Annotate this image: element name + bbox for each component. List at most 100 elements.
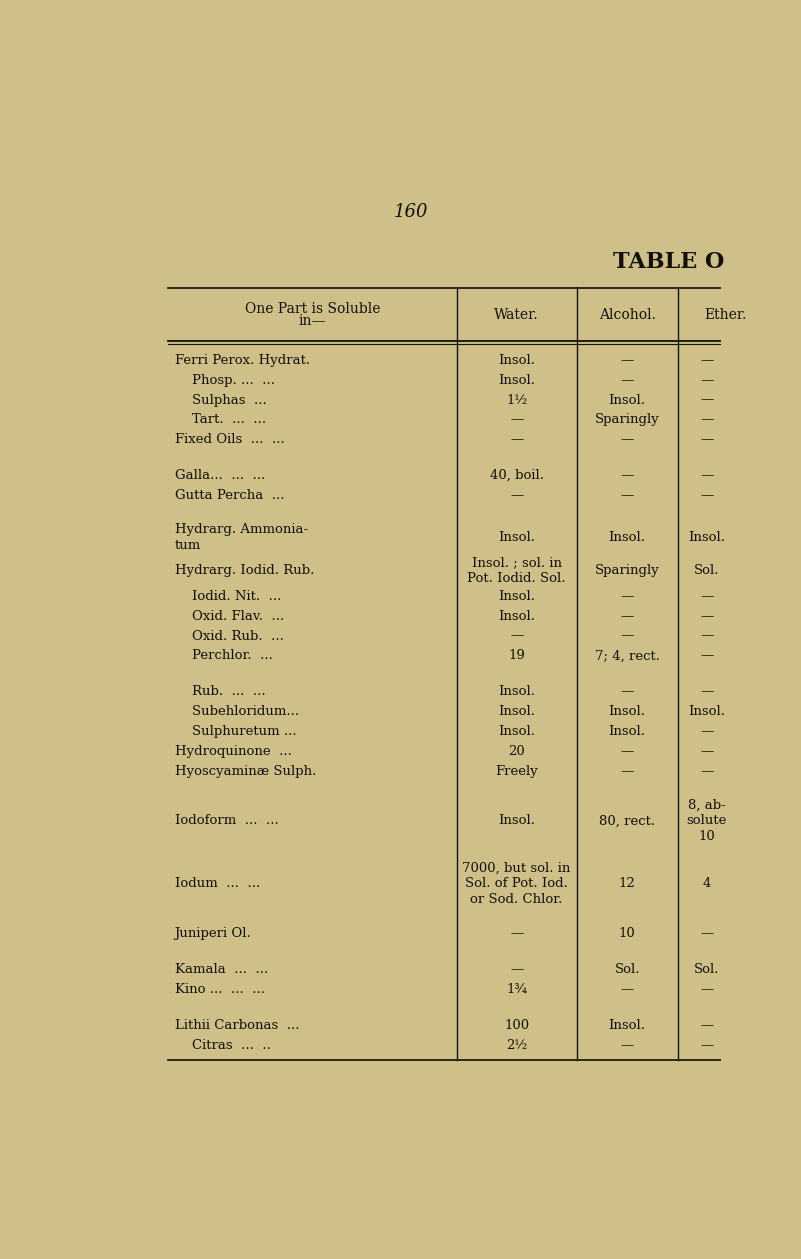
Text: Sol.: Sol. xyxy=(614,963,640,976)
Text: Lithii Carbonas  ...: Lithii Carbonas ... xyxy=(175,1019,299,1032)
Text: —: — xyxy=(621,609,634,623)
Text: Hydrarg. Ammonia-
tum: Hydrarg. Ammonia- tum xyxy=(175,524,308,553)
Text: —: — xyxy=(700,394,713,407)
Text: 1¾: 1¾ xyxy=(506,983,527,996)
Text: Insol.: Insol. xyxy=(609,531,646,544)
Text: —: — xyxy=(700,1019,713,1032)
Text: —: — xyxy=(700,590,713,603)
Text: Tart.  ...  ...: Tart. ... ... xyxy=(175,413,266,427)
Text: —: — xyxy=(700,354,713,366)
Text: Sulphuretum ...: Sulphuretum ... xyxy=(175,725,296,738)
Text: Subehloridum...: Subehloridum... xyxy=(175,705,299,719)
Text: —: — xyxy=(700,764,713,778)
Text: 7; 4, rect.: 7; 4, rect. xyxy=(594,650,660,662)
Text: Sparingly: Sparingly xyxy=(595,413,659,427)
Text: Kamala  ...  ...: Kamala ... ... xyxy=(175,963,268,976)
Text: Insol. ; sol. in
Pot. Iodid. Sol.: Insol. ; sol. in Pot. Iodid. Sol. xyxy=(468,555,566,585)
Text: Insol.: Insol. xyxy=(688,705,725,719)
Text: —: — xyxy=(700,374,713,387)
Text: Freely: Freely xyxy=(495,764,538,778)
Text: Insol.: Insol. xyxy=(498,590,535,603)
Text: Alcohol.: Alcohol. xyxy=(598,308,655,322)
Text: 40, boil.: 40, boil. xyxy=(489,470,544,482)
Text: Perchlor.  ...: Perchlor. ... xyxy=(175,650,272,662)
Text: Sol.: Sol. xyxy=(694,963,719,976)
Text: —: — xyxy=(621,983,634,996)
Text: Insol.: Insol. xyxy=(498,374,535,387)
Text: —: — xyxy=(621,374,634,387)
Text: 160: 160 xyxy=(393,204,429,222)
Text: —: — xyxy=(510,413,523,427)
Text: —: — xyxy=(700,650,713,662)
Text: 4: 4 xyxy=(702,878,710,890)
Text: Ether.: Ether. xyxy=(705,308,747,322)
Text: —: — xyxy=(621,1039,634,1051)
Text: Iodoform  ...  ...: Iodoform ... ... xyxy=(175,815,278,827)
Text: Insol.: Insol. xyxy=(498,685,535,699)
Text: —: — xyxy=(621,590,634,603)
Text: Insol.: Insol. xyxy=(609,394,646,407)
Text: —: — xyxy=(621,764,634,778)
Text: Insol.: Insol. xyxy=(498,609,535,623)
Text: Insol.: Insol. xyxy=(498,354,535,366)
Text: 8, ab-
solute
10: 8, ab- solute 10 xyxy=(686,798,727,844)
Text: —: — xyxy=(700,433,713,446)
Text: One Part is Soluble: One Part is Soluble xyxy=(245,302,380,316)
Text: —: — xyxy=(700,927,713,940)
Text: —: — xyxy=(700,745,713,758)
Text: 80, rect.: 80, rect. xyxy=(599,815,655,827)
Text: —: — xyxy=(510,963,523,976)
Text: —: — xyxy=(700,685,713,699)
Text: Ferri Perox. Hydrat.: Ferri Perox. Hydrat. xyxy=(175,354,310,366)
Text: Fixed Oils  ...  ...: Fixed Oils ... ... xyxy=(175,433,284,446)
Text: Gutta Percha  ...: Gutta Percha ... xyxy=(175,488,284,502)
Text: Iodum  ...  ...: Iodum ... ... xyxy=(175,878,260,890)
Text: Oxid. Flav.  ...: Oxid. Flav. ... xyxy=(175,609,284,623)
Text: Juniperi Ol.: Juniperi Ol. xyxy=(175,927,252,940)
Text: 7000, but sol. in
Sol. of Pot. Iod.
or Sod. Chlor.: 7000, but sol. in Sol. of Pot. Iod. or S… xyxy=(462,861,571,906)
Text: Hydrarg. Iodid. Rub.: Hydrarg. Iodid. Rub. xyxy=(175,564,314,577)
Text: Insol.: Insol. xyxy=(609,725,646,738)
Text: —: — xyxy=(700,725,713,738)
Text: Hyoscyaminæ Sulph.: Hyoscyaminæ Sulph. xyxy=(175,764,316,778)
Text: 10: 10 xyxy=(618,927,635,940)
Text: Hydroquinone  ...: Hydroquinone ... xyxy=(175,745,292,758)
Text: Insol.: Insol. xyxy=(688,531,725,544)
Text: —: — xyxy=(700,413,713,427)
Text: Water.: Water. xyxy=(494,308,539,322)
Text: —: — xyxy=(700,609,713,623)
Text: Insol.: Insol. xyxy=(609,1019,646,1032)
Text: —: — xyxy=(621,354,634,366)
Text: —: — xyxy=(621,433,634,446)
Text: —: — xyxy=(700,630,713,642)
Text: Phosp. ...  ...: Phosp. ... ... xyxy=(175,374,275,387)
Text: —: — xyxy=(510,433,523,446)
Text: 12: 12 xyxy=(618,878,635,890)
Text: TABLE O: TABLE O xyxy=(613,252,724,273)
Text: —: — xyxy=(621,685,634,699)
Text: Oxid. Rub.  ...: Oxid. Rub. ... xyxy=(175,630,284,642)
Text: —: — xyxy=(621,470,634,482)
Text: —: — xyxy=(700,488,713,502)
Text: —: — xyxy=(621,745,634,758)
Text: —: — xyxy=(621,488,634,502)
Text: —: — xyxy=(621,630,634,642)
Text: Galla...  ...  ...: Galla... ... ... xyxy=(175,470,265,482)
Text: —: — xyxy=(510,488,523,502)
Text: 19: 19 xyxy=(509,650,525,662)
Text: Sparingly: Sparingly xyxy=(595,564,659,577)
Text: Sulphas  ...: Sulphas ... xyxy=(175,394,266,407)
Text: Insol.: Insol. xyxy=(609,705,646,719)
Text: in—: in— xyxy=(299,315,326,329)
Text: Insol.: Insol. xyxy=(498,815,535,827)
Text: 2½: 2½ xyxy=(506,1039,527,1051)
Text: Insol.: Insol. xyxy=(498,531,535,544)
Text: Kino ...  ...  ...: Kino ... ... ... xyxy=(175,983,264,996)
Text: —: — xyxy=(700,1039,713,1051)
Text: 1½: 1½ xyxy=(506,394,527,407)
Text: Insol.: Insol. xyxy=(498,705,535,719)
Text: Rub.  ...  ...: Rub. ... ... xyxy=(175,685,265,699)
Text: 100: 100 xyxy=(504,1019,529,1032)
Text: 20: 20 xyxy=(509,745,525,758)
Text: —: — xyxy=(700,470,713,482)
